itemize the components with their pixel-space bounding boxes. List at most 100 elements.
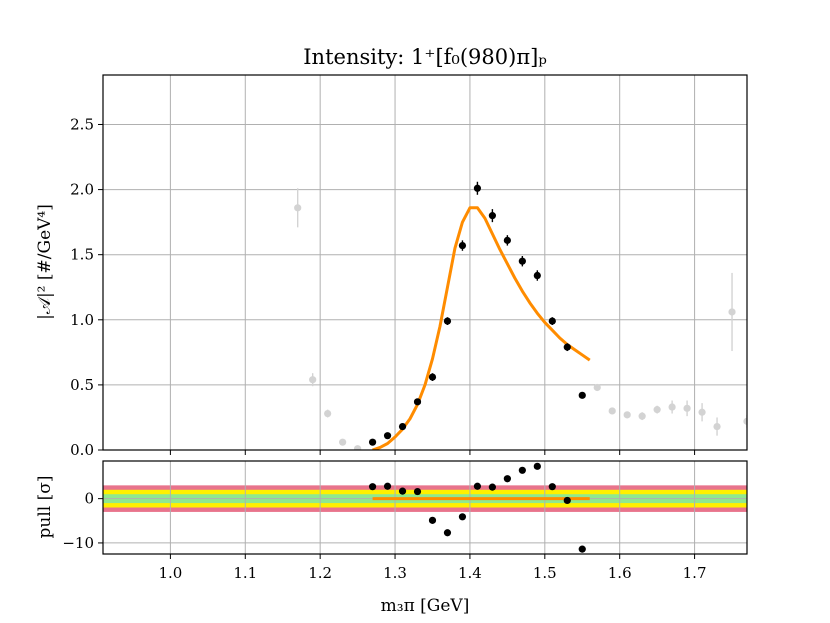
- pull-point: [503, 475, 511, 483]
- data-point-in-range: [443, 317, 452, 325]
- x-tick-label: 1.1: [233, 564, 257, 582]
- main-y-tick-label: 1.0: [70, 311, 94, 329]
- main-y-tick-label: 0.5: [70, 376, 94, 394]
- data-point-in-range: [488, 209, 496, 223]
- data-point-out-of-range: [324, 409, 332, 418]
- fit-curve: [372, 206, 591, 450]
- main-x-ticks: [169, 450, 696, 455]
- data-point-out-of-range: [294, 188, 302, 228]
- data-point: [653, 406, 661, 414]
- data-point: [668, 403, 676, 411]
- data-point-in-range: [533, 270, 541, 281]
- data-point: [354, 445, 362, 450]
- x-tick-label: 1.3: [383, 564, 407, 582]
- main-y-tick-label: 0.0: [70, 441, 94, 459]
- main-y-tick-label: 1.5: [70, 246, 94, 264]
- pull-point: [428, 516, 437, 524]
- data-point: [728, 308, 736, 316]
- data-point-in-range: [548, 317, 556, 325]
- data-point: [488, 212, 496, 220]
- data-point-out-of-range: [309, 373, 317, 387]
- data-point-in-range: [383, 432, 392, 440]
- data-point-in-range: [368, 438, 377, 446]
- data-point-in-range: [563, 343, 571, 352]
- pull-points: [368, 462, 586, 553]
- pull-point: [383, 482, 392, 490]
- pull-panel: −10 0 1.0 1.1 1.2 1.3 1.4 1.5 1.6 1.7 pull [σ] m…: [35, 460, 748, 616]
- data-point-in-range: [413, 398, 422, 406]
- data-point-out-of-range: [354, 445, 362, 450]
- x-tick-label: 1.2: [308, 564, 332, 582]
- data-point: [698, 408, 706, 416]
- data-point-in-range: [503, 235, 511, 246]
- pull-point: [548, 483, 556, 491]
- main-y-tick-label: 2.5: [70, 115, 94, 133]
- data-point-out-of-range: [638, 412, 646, 421]
- pull-y-tick-label: 0: [84, 490, 94, 508]
- pull-point: [533, 462, 541, 470]
- data-point: [294, 204, 302, 212]
- chart-title: Intensity: 1⁺[f₀(980)π]ₚ: [303, 45, 546, 69]
- data-point-out-of-range: [713, 417, 721, 436]
- pull-y-ticks: −10 0: [62, 490, 103, 552]
- data-point-out-of-range: [683, 400, 691, 417]
- data-point: [683, 404, 691, 412]
- data-point-out-of-range: [668, 400, 676, 414]
- data-point: [458, 241, 467, 250]
- pull-point: [368, 483, 377, 491]
- main-y-tick-label: 2.0: [70, 181, 94, 199]
- pull-plot-frame: [102, 460, 748, 555]
- data-point: [548, 317, 556, 325]
- data-point-out-of-range: [743, 414, 747, 428]
- data-point-in-range: [473, 181, 482, 195]
- data-point: [368, 438, 377, 446]
- main-y-ticks: 0.0 0.5 1.0 1.5 2.0 2.5: [70, 115, 103, 459]
- main-points-in-range: [368, 181, 586, 446]
- pull-y-tick-label: −10: [62, 534, 94, 552]
- main-fit-layer: [372, 206, 591, 450]
- data-point-out-of-range: [623, 411, 631, 419]
- pull-point: [443, 529, 452, 537]
- pull-point: [563, 496, 571, 505]
- data-point: [309, 376, 317, 384]
- pull-y-axis-label: pull [σ]: [35, 476, 55, 539]
- pull-point: [488, 483, 496, 491]
- data-point-in-range: [428, 373, 437, 381]
- pull-point: [413, 487, 422, 496]
- data-point: [413, 398, 422, 406]
- data-point: [324, 409, 332, 418]
- main-panel: 0.0 0.5 1.0 1.5 2.0 2.5 Intensity: 1⁺[f₀(980)…: [35, 45, 748, 459]
- main-grid: [103, 75, 747, 451]
- x-tick-label: 1.4: [458, 564, 482, 582]
- data-point-out-of-range: [653, 405, 661, 414]
- pull-point: [458, 513, 467, 521]
- data-point: [743, 417, 747, 425]
- data-point: [623, 411, 631, 419]
- pull-point: [473, 482, 482, 490]
- main-points-out-of-range: [294, 188, 747, 450]
- data-point: [398, 422, 407, 431]
- data-point: [608, 407, 616, 415]
- x-tick-label: 1.6: [608, 564, 632, 582]
- x-tick-label: 1.5: [533, 564, 557, 582]
- pull-point: [398, 487, 407, 495]
- pull-x-ticks: 1.0 1.1 1.2 1.3 1.4 1.5 1.6 1.7: [158, 554, 707, 582]
- data-point: [443, 317, 452, 325]
- data-point: [638, 412, 646, 420]
- main-plot-background: [103, 75, 747, 450]
- data-point-in-range: [578, 391, 586, 399]
- data-point: [428, 373, 437, 381]
- data-point: [473, 184, 482, 192]
- data-point: [563, 343, 571, 351]
- data-point: [593, 383, 601, 392]
- data-point-in-range: [398, 422, 407, 431]
- data-point-out-of-range: [339, 438, 347, 446]
- data-point-out-of-range: [608, 407, 616, 415]
- data-point-out-of-range: [698, 403, 706, 422]
- x-axis-label: m₃π [GeV]: [381, 596, 470, 616]
- data-point: [578, 391, 586, 399]
- x-tick-label: 1.0: [158, 564, 182, 582]
- data-point: [339, 438, 347, 446]
- data-point: [713, 422, 721, 431]
